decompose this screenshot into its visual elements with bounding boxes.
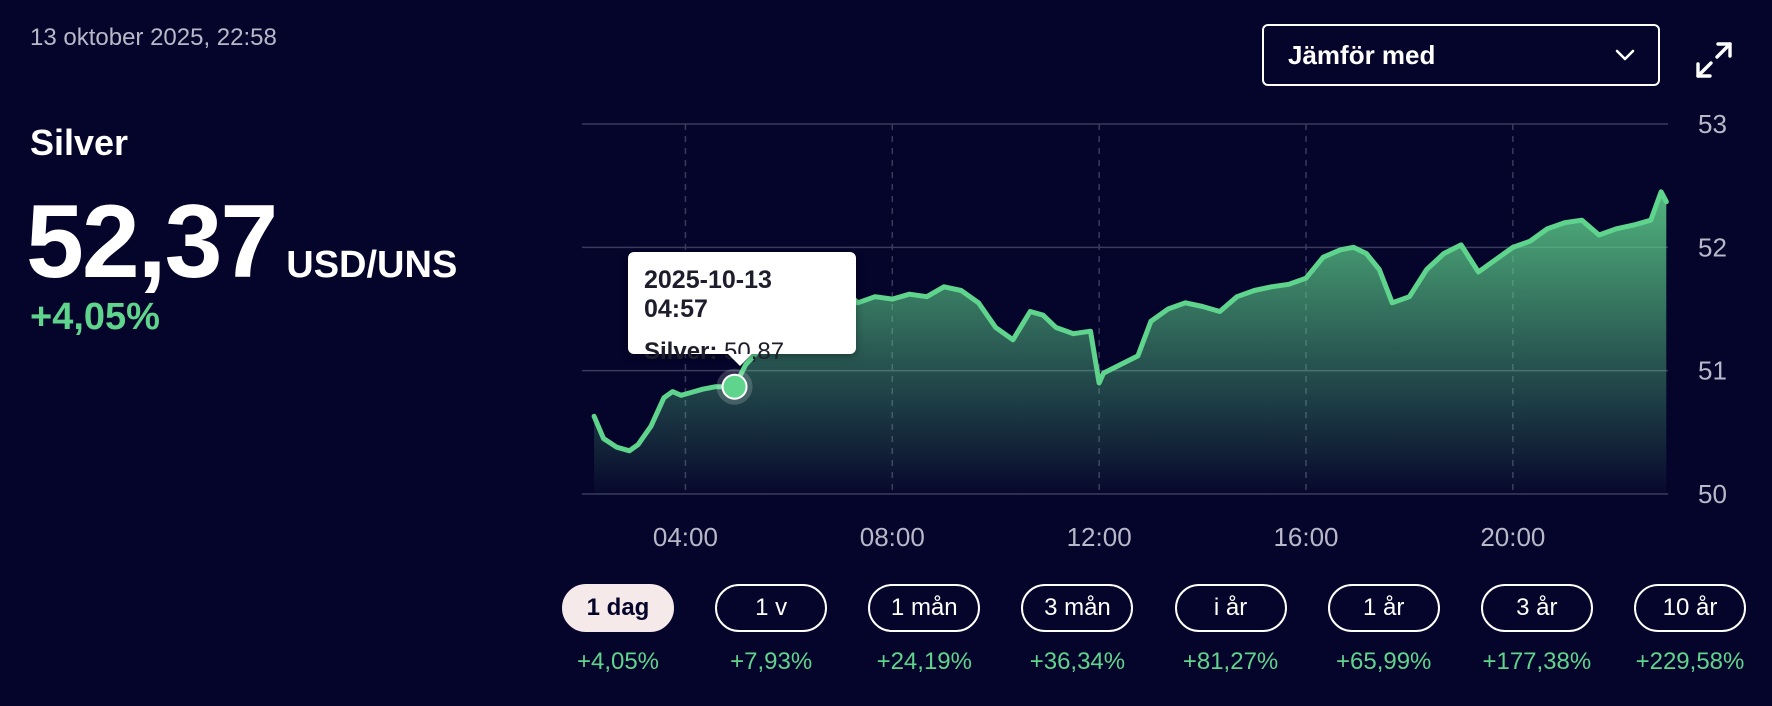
x-tick-label: 04:00	[653, 522, 718, 552]
period-button-3m[interactable]: 3 mån	[1021, 584, 1134, 632]
price-unit: USD/UNS	[286, 244, 458, 286]
x-tick-label: 12:00	[1067, 522, 1132, 552]
timestamp: 13 oktober 2025, 22:58	[30, 24, 277, 51]
period-button-1w[interactable]: 1 v	[715, 584, 828, 632]
period-10y: 10 år +229,58%	[1633, 584, 1746, 676]
y-tick-label: 53	[1698, 109, 1727, 139]
period-change-1w: +7,93%	[730, 648, 813, 675]
period-1d: 1 dag +4,05%	[562, 584, 674, 676]
compare-dropdown[interactable]: Jämför med	[1262, 24, 1660, 86]
x-tick-label: 16:00	[1273, 522, 1338, 552]
price-chart: 50 51 52 53 04:00 08:00 12:00 16:00 20:00	[582, 109, 1727, 552]
highlight-point	[721, 373, 748, 400]
period-change-1d: +4,05%	[576, 648, 660, 675]
period-button-1m[interactable]: 1 mån	[868, 584, 981, 632]
period-1w: 1 v +7,93%	[715, 584, 828, 676]
y-tick-label: 51	[1698, 356, 1727, 386]
period-change-10y: +229,58%	[1635, 648, 1745, 675]
series-area	[594, 191, 1667, 495]
period-3m: 3 mån +36,34%	[1021, 584, 1134, 676]
period-1m: 1 mån +24,19%	[868, 584, 981, 676]
y-tick-label: 50	[1698, 479, 1727, 509]
period-button-1y[interactable]: 1 år	[1327, 584, 1440, 632]
price-change: +4,05%	[30, 296, 160, 338]
instrument-name: Silver	[30, 122, 129, 163]
period-button-3y[interactable]: 3 år	[1480, 584, 1593, 632]
period-ytd: i år +81,27%	[1174, 584, 1287, 676]
period-3y: 3 år +177,38%	[1480, 584, 1593, 676]
price-value: 52,37	[26, 184, 278, 300]
period-button-1d[interactable]: 1 dag	[562, 584, 674, 632]
period-button-ytd[interactable]: i år	[1174, 584, 1287, 632]
tooltip-series-label: Silver:	[644, 338, 718, 365]
price-row: 52,37 USD/UNS	[26, 190, 457, 294]
x-tick-label: 20:00	[1480, 522, 1545, 552]
period-change-3y: +177,38%	[1482, 648, 1592, 675]
compare-label: Jämför med	[1288, 39, 1436, 70]
period-change-ytd: +81,27%	[1182, 648, 1279, 675]
chevron-down-icon	[1615, 49, 1635, 61]
period-change-1y: +65,99%	[1335, 648, 1432, 675]
x-tick-label: 08:00	[860, 522, 925, 552]
tooltip-date: 2025-10-13 04:57	[644, 266, 772, 323]
chart-tooltip: 2025-10-13 04:57 Silver: 50,87	[628, 252, 856, 366]
period-selector: 1 dag +4,05% 1 v +7,93% 1 mån +24,19% 3 …	[562, 584, 1746, 676]
y-tick-label: 52	[1698, 232, 1727, 262]
period-change-3m: +36,34%	[1029, 648, 1126, 675]
period-1y: 1 år +65,99%	[1327, 584, 1440, 676]
period-button-10y[interactable]: 10 år	[1633, 584, 1746, 632]
period-change-1m: +24,19%	[876, 648, 972, 675]
tooltip-series: Silver: 50,87	[644, 338, 840, 366]
tooltip-series-value: 50,87	[724, 338, 785, 365]
expand-icon[interactable]	[1694, 40, 1734, 80]
